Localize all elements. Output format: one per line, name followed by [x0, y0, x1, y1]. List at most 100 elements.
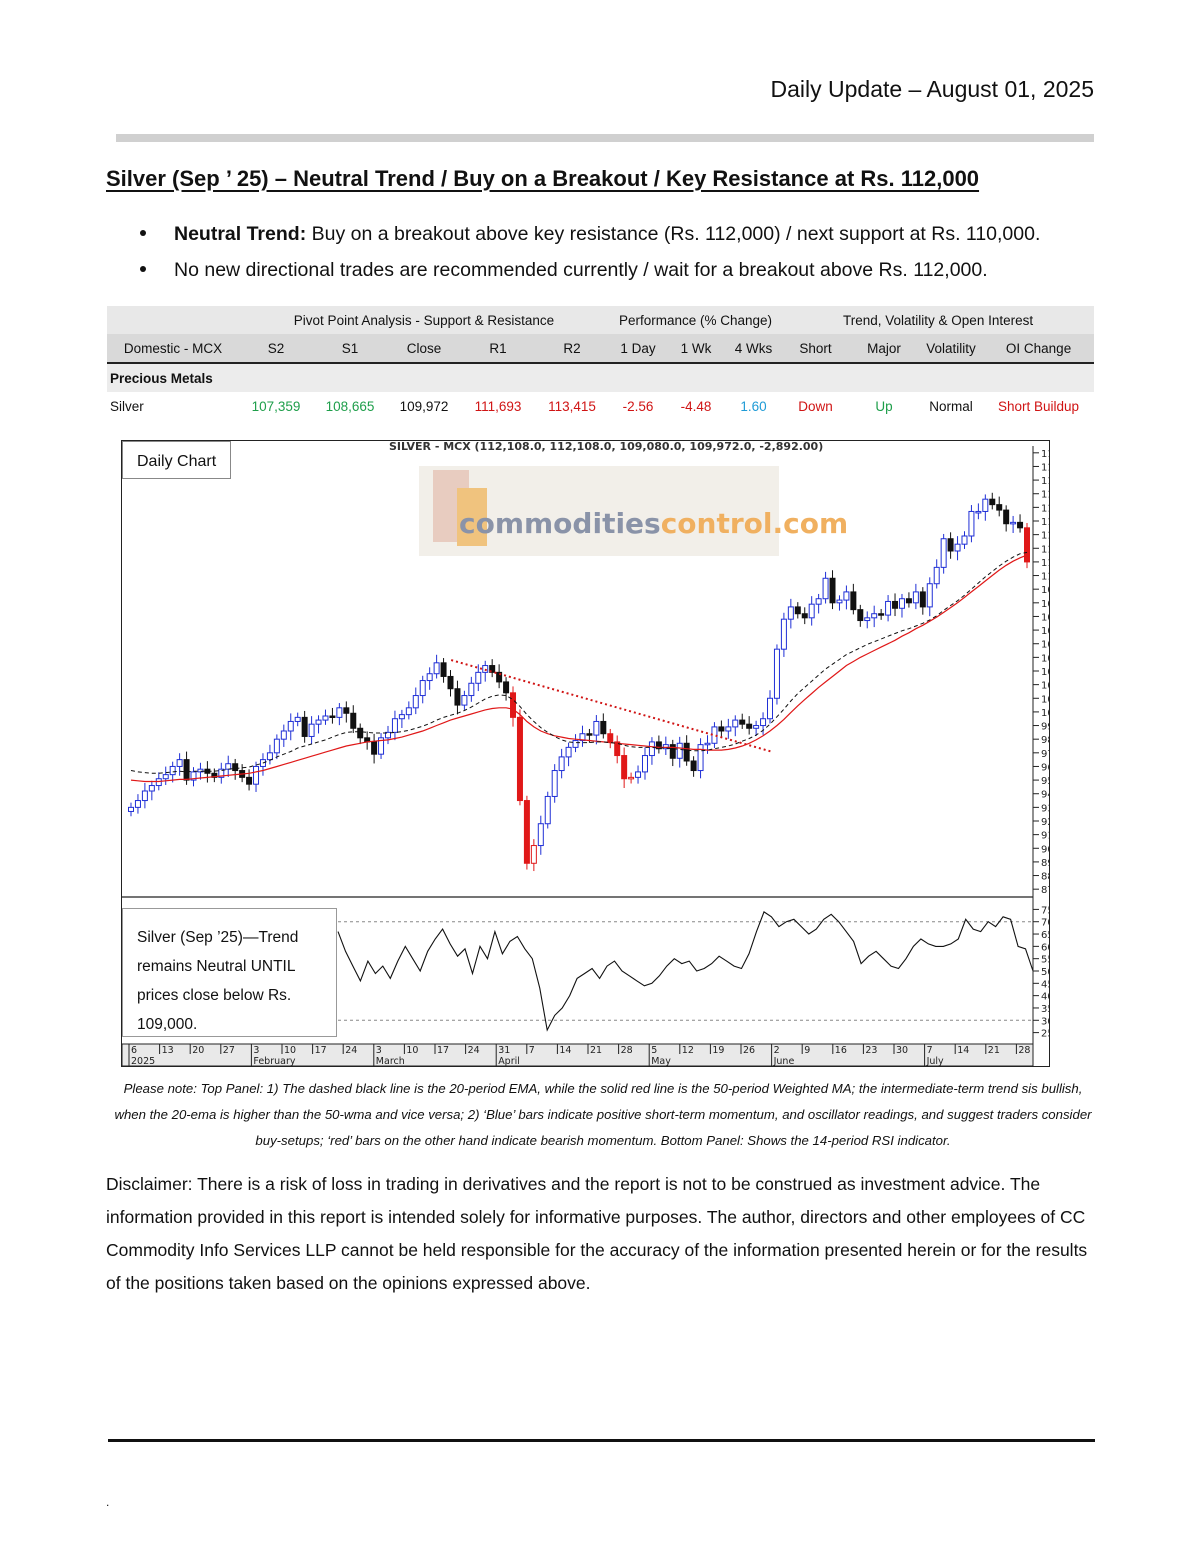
col-header: Volatility [919, 334, 984, 364]
rsi-tick-label: 45 [1041, 979, 1050, 990]
note-line: prices close below Rs. [137, 987, 292, 1004]
candle-body [426, 673, 433, 682]
candle-body [725, 726, 732, 732]
candle-body [600, 720, 607, 735]
cell-short-trend: Down [782, 392, 850, 420]
candle-body [690, 760, 697, 772]
candle-body [871, 613, 878, 619]
report-heading: Silver (Sep ’ 25) – Neutral Trend / Buy … [106, 166, 980, 191]
rsi-tick-label: 50 [1041, 967, 1050, 978]
candle-body [621, 755, 628, 780]
rsi-tick-label: 30 [1041, 1016, 1050, 1027]
candle-body [148, 785, 155, 792]
col-header: Short [782, 334, 850, 364]
candle-body [190, 771, 197, 781]
note-line: 109,000. [137, 1016, 198, 1033]
candle-body [655, 741, 662, 750]
rsi-tick-label: 25 [1041, 1029, 1050, 1040]
candle-body [836, 599, 843, 604]
group-pivot: Pivot Point Analysis - Support & Resista… [239, 306, 609, 334]
cell-r2: 113,415 [535, 392, 609, 420]
candle-body [398, 714, 405, 720]
date-day-label: 19 [712, 1045, 724, 1056]
y-tick-label: 10200 [1041, 681, 1050, 692]
ema-20-line [130, 551, 1028, 774]
date-day-label: 14 [957, 1045, 969, 1056]
y-tick-label: 9100 [1041, 831, 1050, 842]
candle-body [767, 697, 774, 720]
candle-body [329, 715, 336, 718]
candle-body [635, 771, 642, 778]
col-header: 1 Wk [667, 334, 725, 364]
date-day-label: 9 [804, 1045, 810, 1056]
candle-body [857, 609, 864, 622]
month-label: April [498, 1056, 520, 1067]
candle-body [1003, 509, 1010, 525]
daily-chart: SILVER - MCX (112,108.0, 112,108.0, 109,… [121, 440, 1050, 1068]
candle-body [669, 744, 676, 759]
candle-body [461, 695, 468, 706]
candle-body [940, 538, 947, 568]
candle-body [253, 765, 260, 785]
y-tick-label: 11000 [1041, 572, 1050, 583]
candle-body [593, 720, 600, 736]
date-day-label: 3 [253, 1045, 259, 1056]
rsi-line [337, 911, 1034, 1032]
col-header: R2 [535, 334, 609, 364]
y-tick-label: 10500 [1041, 640, 1050, 651]
y-tick-label: 8800 [1041, 872, 1050, 883]
y-tick-label: 11700 [1041, 476, 1050, 487]
candle-body [162, 774, 169, 780]
y-tick-label: 10900 [1041, 585, 1050, 596]
date-day-label: 28 [621, 1045, 633, 1056]
cell-r1: 111,693 [461, 392, 535, 420]
candle-body [933, 566, 940, 585]
date-day-label: 21 [590, 1045, 602, 1056]
y-tick-label: 9600 [1041, 762, 1050, 773]
candle-body [516, 716, 523, 802]
bullet-text: No new directional trades are recommende… [174, 259, 988, 281]
watermark-text: commoditiescontrol.com [459, 507, 848, 540]
candle-body [273, 738, 280, 754]
bullet-item: Neutral Trend: Buy on a breakout above k… [140, 223, 1040, 246]
candle-body [468, 682, 475, 697]
candle-body [280, 730, 287, 740]
chart-note-box: Silver (Sep ’25)—Trend remains Neutral U… [122, 908, 337, 1037]
pivot-table: Pivot Point Analysis - Support & Resista… [107, 306, 1095, 420]
date-day-label: 24 [345, 1045, 357, 1056]
candle-body [926, 583, 933, 608]
report-date: Daily Update – August 01, 2025 [770, 76, 1094, 102]
cell-close: 109,972 [387, 392, 461, 420]
y-tick-label: 10700 [1041, 612, 1050, 623]
candle-body [614, 741, 621, 757]
candle-body [732, 719, 739, 728]
candle-body [947, 538, 954, 552]
month-label: July [926, 1056, 944, 1067]
rsi-tick-label: 55 [1041, 955, 1050, 966]
header-divider [116, 134, 1094, 142]
rsi-tick-label: 40 [1041, 992, 1050, 1003]
candle-body [384, 731, 391, 739]
table-column-header: Domestic - MCX S2 S1 Close R1 R2 1 Day 1… [107, 334, 1095, 364]
rsi-tick-label: 70 [1041, 918, 1050, 929]
bullet-dot [140, 266, 146, 272]
candle-body [433, 662, 440, 675]
date-day-label: 7 [927, 1045, 933, 1056]
candle-body [787, 606, 794, 620]
y-tick-label: 8900 [1041, 858, 1050, 869]
date-day-label: 28 [1018, 1045, 1030, 1056]
col-header: Major [849, 334, 920, 364]
candle-body [843, 591, 850, 601]
candle-body [447, 675, 454, 690]
candle-body [440, 662, 447, 677]
date-day-label: 12 [682, 1045, 694, 1056]
candle-body [780, 618, 787, 650]
table-group-header: Pivot Point Analysis - Support & Resista… [107, 306, 1095, 334]
cell-volatility: Normal [919, 392, 984, 420]
candle-body [878, 613, 885, 616]
candle-body [266, 752, 273, 761]
candle-body [128, 806, 134, 812]
bullet-dot [140, 230, 146, 236]
candle-body [405, 707, 412, 716]
candle-body [336, 707, 343, 718]
